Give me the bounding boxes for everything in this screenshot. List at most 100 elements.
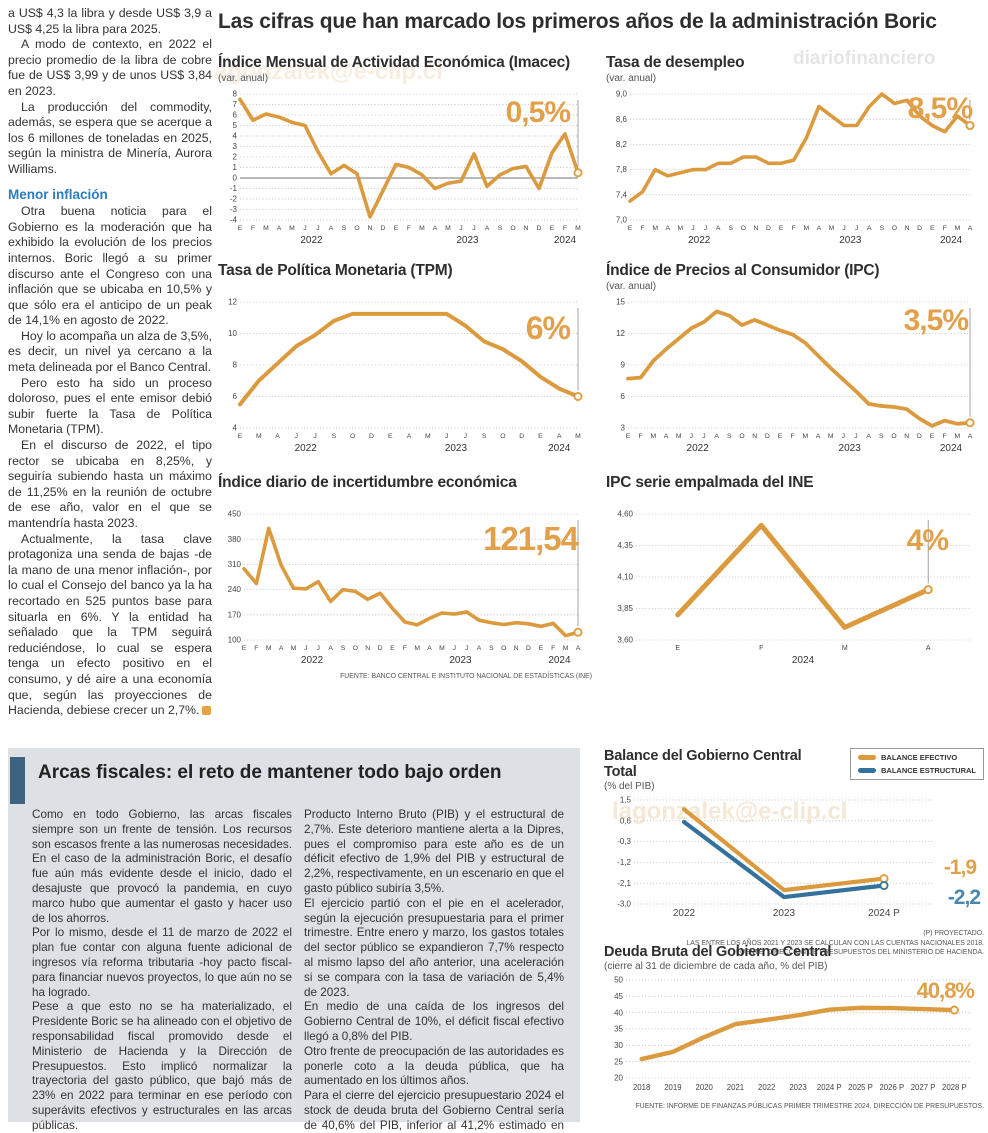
svg-text:-2: -2: [230, 195, 238, 204]
latest-value-label: 0,5%: [505, 96, 571, 129]
svg-text:D: D: [917, 433, 922, 440]
svg-text:8: 8: [233, 361, 238, 370]
svg-text:2024: 2024: [792, 655, 815, 666]
chart-title: Índice diario de incertidumbre económica: [218, 474, 517, 491]
svg-text:M: M: [563, 645, 569, 652]
svg-text:D: D: [519, 433, 524, 440]
svg-text:6: 6: [233, 111, 238, 120]
legend-swatch-efectivo: [858, 755, 876, 760]
svg-text:2023: 2023: [456, 235, 479, 246]
svg-text:2020: 2020: [696, 1083, 714, 1092]
svg-text:2022: 2022: [295, 443, 318, 454]
latest-value-label: 40,8%: [916, 978, 975, 1003]
svg-text:M: M: [803, 225, 809, 232]
svg-text:E: E: [675, 645, 680, 652]
svg-text:J: J: [854, 433, 857, 440]
svg-text:2022: 2022: [758, 1083, 775, 1092]
chart-title: Deuda Bruta del Gobierno Central: [604, 944, 832, 960]
svg-text:M: M: [291, 645, 297, 652]
svg-text:M: M: [829, 225, 835, 232]
svg-text:2024: 2024: [940, 443, 963, 454]
latest-value-label: 6%: [525, 310, 571, 346]
svg-text:D: D: [526, 645, 531, 652]
svg-text:M: M: [676, 433, 682, 440]
svg-text:50: 50: [614, 976, 623, 985]
svg-text:F: F: [792, 225, 796, 232]
svg-text:2024: 2024: [554, 235, 577, 246]
svg-text:E: E: [550, 225, 555, 232]
svg-text:100: 100: [228, 636, 242, 645]
svg-text:E: E: [242, 645, 247, 652]
svg-text:J: J: [691, 225, 694, 232]
latest-value-label: 3,5%: [903, 304, 969, 337]
svg-text:8,6: 8,6: [616, 115, 628, 124]
svg-text:3,85: 3,85: [617, 604, 633, 613]
svg-text:15: 15: [616, 298, 625, 307]
chart-subtitle: (% del PIB): [604, 781, 655, 792]
svg-text:D: D: [378, 645, 383, 652]
svg-text:-4: -4: [230, 216, 238, 225]
svg-text:F: F: [551, 645, 555, 652]
latest-value-label: 8,5%: [907, 92, 973, 125]
svg-text:25: 25: [614, 1057, 623, 1066]
article-paragraph: A modo de contexto, en 2022 el precio pr…: [8, 37, 212, 98]
svg-text:4: 4: [233, 424, 238, 433]
latest-value-label: 4%: [906, 524, 949, 557]
chart-title: Balance del Gobierno Central Total: [604, 748, 802, 780]
svg-text:E: E: [390, 645, 395, 652]
svg-text:E: E: [539, 645, 544, 652]
svg-text:7: 7: [233, 100, 238, 109]
latest-value-label: 121,54: [483, 520, 579, 557]
svg-text:O: O: [501, 645, 506, 652]
svg-text:3: 3: [621, 424, 626, 433]
svg-text:F: F: [791, 433, 795, 440]
accent-bar: [10, 757, 25, 804]
svg-text:A: A: [867, 225, 872, 232]
article-paragraph: a US$ 4,3 la libra y desde US$ 3,9 a US$…: [8, 6, 212, 36]
svg-text:J: J: [704, 225, 707, 232]
svg-text:F: F: [403, 645, 407, 652]
chart-title: Tasa de Política Monetaria (TPM): [218, 262, 453, 279]
chart-plot: 8 7 6 5 4 3 2 1 0 -1 -2 -3 -4 E F M A M J J A S O N D E F M A M J J A S O N…: [218, 86, 592, 251]
svg-text:A: A: [477, 645, 482, 652]
svg-text:2022: 2022: [688, 235, 711, 246]
svg-text:9,0: 9,0: [616, 90, 628, 99]
chart-source: FUENTE: BANCO CENTRAL E INSTITUTO NACION…: [340, 673, 592, 680]
svg-text:S: S: [489, 645, 494, 652]
svg-text:A: A: [433, 225, 438, 232]
svg-text:O: O: [741, 225, 746, 232]
svg-text:J: J: [459, 225, 462, 232]
svg-text:N: N: [524, 225, 529, 232]
svg-text:1,5: 1,5: [620, 796, 632, 805]
chart-subtitle: (var. anual): [606, 281, 657, 292]
svg-text:M: M: [425, 433, 431, 440]
svg-text:3: 3: [233, 142, 238, 151]
chart-plot: 9,0 8,6 8,2 7,8 7,4 7,0 E F M A M J J A S O N D E F M A M J J A S O…: [606, 86, 984, 251]
legend-label: BALANCE EFECTIVO: [881, 753, 958, 762]
svg-text:4,10: 4,10: [617, 573, 633, 582]
article-paragraph: En el discurso de 2022, el tipo rector s…: [8, 438, 212, 530]
svg-text:J: J: [295, 433, 298, 440]
svg-text:2022: 2022: [673, 908, 696, 919]
svg-text:M: M: [650, 433, 656, 440]
svg-text:A: A: [714, 433, 719, 440]
svg-text:M: M: [828, 433, 834, 440]
svg-text:2021: 2021: [727, 1083, 744, 1092]
svg-text:J: J: [303, 225, 306, 232]
svg-text:E: E: [779, 225, 784, 232]
svg-text:J: J: [304, 645, 307, 652]
svg-text:M: M: [289, 225, 295, 232]
svg-text:12: 12: [228, 298, 237, 307]
svg-text:2026 P: 2026 P: [879, 1083, 904, 1092]
article-paragraph: Para el cierre del ejercicio presupuesta…: [304, 1089, 564, 1132]
svg-text:F: F: [759, 645, 763, 652]
chart-plot: 50 45 40 35 30 25 20 2018 2019 2020 2021 2022 2023 20…: [604, 974, 984, 1101]
svg-text:D: D: [537, 225, 542, 232]
svg-text:S: S: [727, 433, 732, 440]
svg-text:D: D: [766, 225, 771, 232]
svg-text:A: A: [328, 645, 333, 652]
svg-text:O: O: [510, 225, 515, 232]
article-subheading: Menor inflación: [8, 186, 108, 202]
svg-text:-3: -3: [230, 205, 238, 214]
svg-text:M: M: [652, 225, 658, 232]
